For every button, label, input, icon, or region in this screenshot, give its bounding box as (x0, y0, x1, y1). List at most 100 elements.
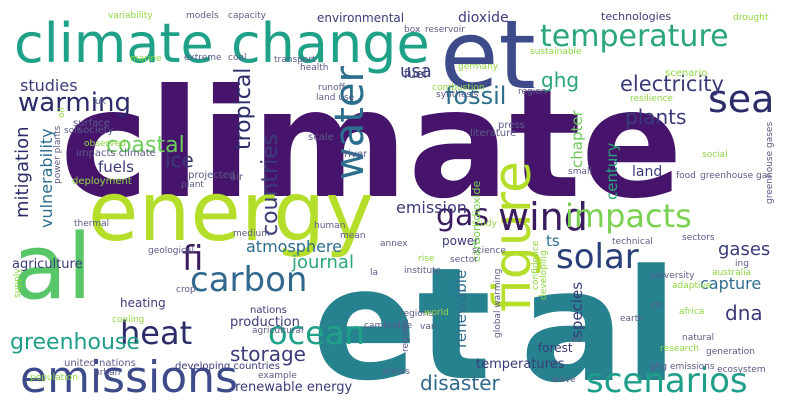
word-cambridge: cambridge (364, 321, 413, 331)
word-ed: ed (571, 335, 582, 345)
word-sea: sea (708, 77, 774, 121)
word-soil: soil (64, 126, 79, 136)
word-plant: plant (181, 180, 204, 190)
word-journal: journal (291, 252, 354, 273)
word-germany: germany (458, 62, 499, 72)
word-university: university (650, 271, 695, 281)
word-press: press (498, 120, 525, 131)
word-tropical: tropical (231, 68, 256, 150)
word-models: models (186, 11, 219, 21)
word-species: species (568, 282, 586, 338)
word-land: land (632, 164, 662, 180)
word-greenhouse-gases: greenhouse gases (765, 122, 775, 204)
word-emission: emission (396, 198, 467, 217)
word-technical: technical (612, 237, 653, 247)
word-scenarios: scenarios (586, 361, 748, 401)
word-oil: oil (57, 107, 67, 118)
word-fossil: fossil (445, 82, 506, 110)
word-literature: literature (470, 128, 516, 139)
word-sectors: sectors (682, 233, 715, 243)
word-chapter: chapter (568, 109, 586, 168)
word-study: study (472, 219, 498, 229)
word-ts: ts (546, 232, 560, 250)
word-combustion: combustion (432, 83, 485, 93)
word-thermal: thermal (74, 219, 109, 229)
word-land-use: land use (316, 93, 355, 103)
word-generation: generation (706, 347, 755, 357)
word-van: van (420, 322, 437, 332)
word-crop: crop (176, 285, 196, 295)
word-atmosphere: atmosphere (246, 237, 342, 256)
word-regions: regions (401, 319, 411, 352)
word-plants: plants (625, 105, 686, 129)
word-cooling: cooling (112, 315, 144, 325)
word-rise: rise (418, 254, 435, 264)
word-renewable-energy: renewable energy (235, 380, 352, 395)
word-scales: scales (382, 367, 410, 377)
word-projected: projected (188, 170, 235, 181)
word-ecosystem: ecosystem (717, 365, 766, 375)
word-heat: heat (120, 314, 192, 352)
word-dioxide: dioxide (458, 10, 509, 26)
word-heating: heating (120, 296, 166, 310)
word-wind: wind (498, 195, 588, 239)
word-society: society (78, 125, 114, 136)
word-forest: forest (538, 341, 573, 355)
word-climate-change: climate change (14, 12, 430, 75)
word-impacts-climate: impacts climate (76, 148, 156, 159)
word-region: region (518, 87, 546, 97)
word-la: la (370, 268, 378, 278)
word-mitigation: mitigation (12, 126, 33, 218)
word-food: food (676, 171, 696, 181)
word-greenhouse: greenhouse (10, 330, 140, 355)
word-technologies: technologies (601, 10, 671, 23)
word-extreme: extreme (184, 53, 222, 63)
word-annex: annex (380, 239, 408, 249)
word-population: population (30, 373, 78, 383)
word-sustainable: sustainable (530, 47, 582, 57)
word-coastal: coastal (106, 133, 185, 158)
word-runoff: runoff (318, 83, 346, 93)
word-transport: transport (274, 55, 316, 65)
word-australia: australia (712, 268, 751, 278)
word-et-big: et (312, 234, 491, 405)
word-countries: countries (258, 134, 283, 236)
word-developing: developing (539, 250, 549, 300)
word-carbon: carbon (190, 260, 307, 300)
word-adaptive: adaptive (672, 281, 712, 291)
word-coal: coal (228, 53, 246, 63)
word-capture: capture (700, 274, 761, 293)
word-earth: earth (620, 314, 644, 324)
word-nations: nations (250, 305, 287, 316)
word-sector: sector (450, 255, 478, 265)
word-al-big: al (520, 236, 678, 405)
word-human: human (314, 221, 345, 231)
word-air: air (230, 172, 244, 183)
word-gases: gases (718, 239, 770, 260)
word-africa: africa (679, 307, 704, 317)
word-renewable: renewable (452, 270, 470, 348)
word-developing-countries: developing countries (175, 361, 280, 372)
word-confidence: confidence (531, 240, 541, 290)
word-gas: gas (436, 198, 489, 233)
word-capacity: capacity (228, 11, 267, 21)
word-global-warming: global warming (493, 269, 503, 338)
word-fuel: fuel (404, 67, 427, 81)
word-ing: ing (735, 259, 749, 269)
word-century: century (603, 142, 621, 200)
word-agriculture: agriculture (12, 257, 83, 272)
word-medium: medium (233, 229, 270, 239)
word-ch: ch (651, 301, 662, 311)
word-scenario: scenario (665, 68, 707, 79)
word-ice: ice (165, 148, 194, 172)
word-figure: figure (483, 161, 543, 312)
word-drought: drought (733, 13, 769, 23)
word-health: health (300, 63, 329, 73)
word-institute: institute (404, 266, 442, 276)
word-geological: geological (148, 246, 194, 256)
word-research: research (660, 344, 699, 354)
word-surface: surface (73, 118, 110, 129)
word-greenhouse-gas: greenhouse gas (700, 171, 772, 181)
word-small: small (568, 167, 592, 177)
word-studies: studies (20, 76, 78, 95)
